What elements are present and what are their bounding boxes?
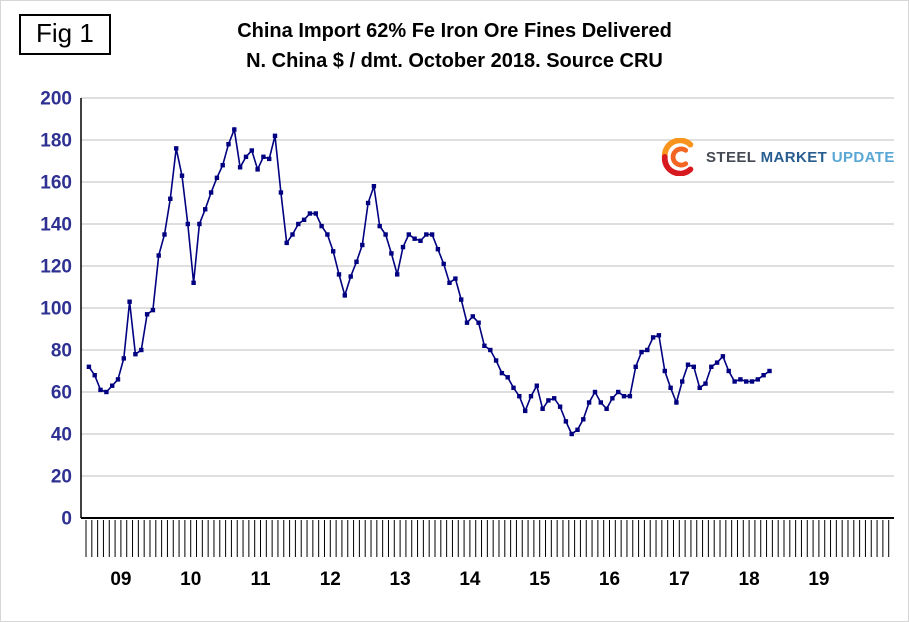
svg-text:15: 15 xyxy=(529,569,551,590)
svg-text:120: 120 xyxy=(40,257,72,278)
svg-text:180: 180 xyxy=(40,131,72,152)
svg-text:140: 140 xyxy=(40,215,72,236)
svg-text:17: 17 xyxy=(669,569,690,590)
svg-text:40: 40 xyxy=(51,425,72,446)
smu-logo-word-steel: STEEL xyxy=(706,148,757,166)
svg-text:80: 80 xyxy=(51,341,72,362)
y-axis-labels: 0 20 40 60 80 100 120 140 160 180 200 xyxy=(40,89,72,530)
smu-logo: STEEL MARKET UPDATE xyxy=(661,138,895,176)
svg-text:10: 10 xyxy=(180,569,201,590)
month-tick-marks xyxy=(85,520,890,557)
svg-text:12: 12 xyxy=(320,569,341,590)
smu-logo-word-update: UPDATE xyxy=(831,148,895,166)
svg-text:160: 160 xyxy=(40,173,72,194)
svg-text:60: 60 xyxy=(51,383,72,404)
svg-text:100: 100 xyxy=(40,299,72,320)
chart-title: China Import 62% Fe Iron Ore Fines Deliv… xyxy=(1,16,908,76)
svg-text:20: 20 xyxy=(51,467,72,488)
svg-text:18: 18 xyxy=(739,569,760,590)
svg-text:200: 200 xyxy=(40,89,72,110)
axes xyxy=(80,98,894,519)
svg-text:19: 19 xyxy=(808,569,829,590)
svg-text:13: 13 xyxy=(390,569,411,590)
chart-title-line1: China Import 62% Fe Iron Ore Fines Deliv… xyxy=(237,20,672,42)
svg-text:16: 16 xyxy=(599,569,620,590)
figure-label: Fig 1 xyxy=(19,14,111,55)
svg-text:14: 14 xyxy=(459,569,481,590)
smu-logo-text: STEEL MARKET UPDATE xyxy=(706,149,895,166)
price-markers xyxy=(86,127,772,437)
svg-text:0: 0 xyxy=(61,509,72,530)
smu-logo-word-market: MARKET xyxy=(760,148,828,166)
grid-lines xyxy=(81,97,894,477)
year-labels: 09 10 11 12 13 14 15 16 17 18 19 xyxy=(110,569,829,590)
svg-text:11: 11 xyxy=(250,569,271,590)
svg-text:09: 09 xyxy=(110,569,131,590)
smu-logo-icon xyxy=(661,138,699,176)
chart-title-line2: N. China $ / dmt. October 2018. Source C… xyxy=(246,50,663,72)
price-line xyxy=(88,126,770,436)
